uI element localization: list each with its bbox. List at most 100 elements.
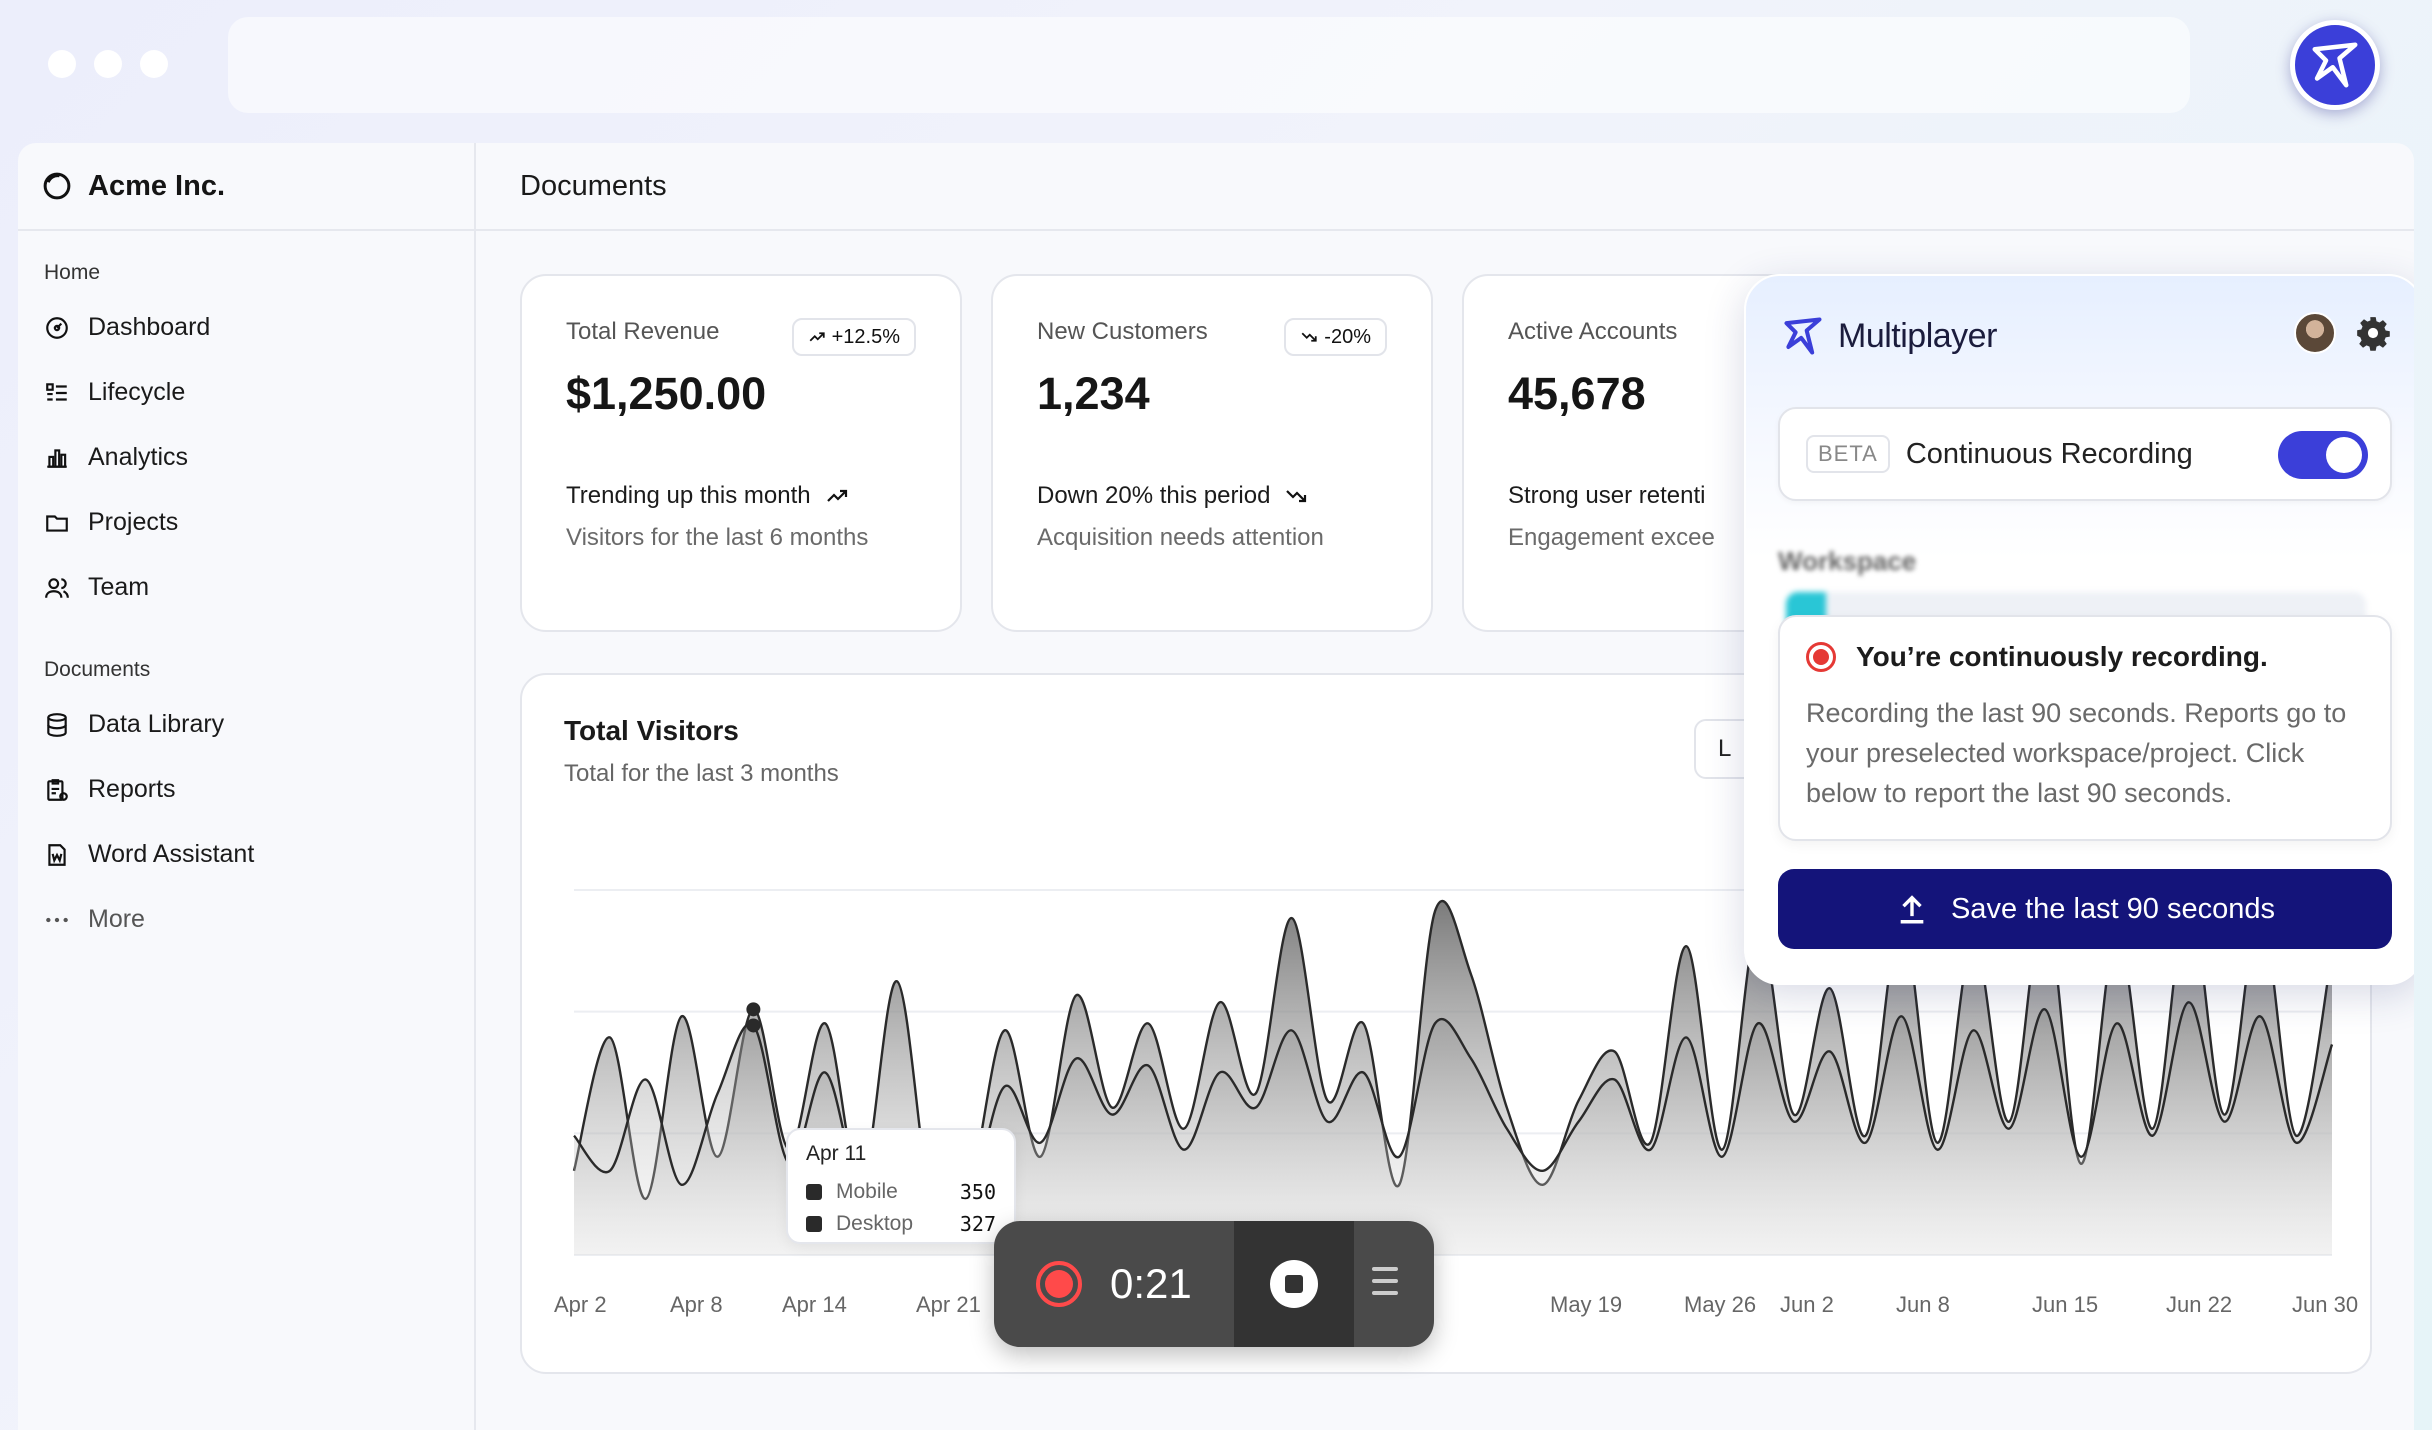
sidebar-item-label: Data Library bbox=[88, 710, 225, 738]
chart-tooltip: Apr 11 Mobile 350 Desktop 327 bbox=[786, 1128, 1016, 1244]
gear-icon[interactable] bbox=[2354, 314, 2392, 352]
tooltip-date: Apr 11 bbox=[806, 1142, 867, 1165]
recorder-menu-icon[interactable] bbox=[1372, 1267, 1398, 1303]
continuous-recording-label: Continuous Recording bbox=[1905, 437, 2193, 470]
stat-subtext: Engagement excee bbox=[1508, 524, 1715, 551]
stop-recording-button[interactable] bbox=[1234, 1221, 1354, 1347]
recording-notice: You’re continuously recording. Recording… bbox=[1778, 615, 2392, 841]
save-button-label: Save the last 90 seconds bbox=[1950, 892, 2276, 925]
trend-badge: -20% bbox=[1284, 318, 1387, 356]
sidebar-item-projects[interactable]: Projects bbox=[18, 490, 474, 555]
sidebar-item-data-library[interactable]: Data Library bbox=[18, 692, 474, 757]
window-controls bbox=[48, 50, 168, 78]
trend-down-icon bbox=[1286, 490, 1307, 503]
tooltip-series-value: 327 bbox=[959, 1212, 996, 1236]
multiplayer-extension-button[interactable] bbox=[2290, 20, 2380, 110]
sidebar-item-more[interactable]: More bbox=[18, 887, 474, 952]
workspace-brand[interactable]: Acme Inc. bbox=[18, 143, 474, 231]
report-icon bbox=[47, 778, 68, 801]
sidebar-item-lifecycle[interactable]: Lifecycle bbox=[18, 360, 474, 425]
continuous-recording-toggle[interactable] bbox=[2278, 431, 2368, 479]
notice-title-row: You’re continuously recording. bbox=[1806, 641, 2364, 673]
panel-brand-name: Multiplayer bbox=[1838, 316, 1997, 355]
sidebar-item-word-assistant[interactable]: Word Assistant bbox=[18, 822, 474, 887]
chart-subtitle: Total for the last 3 months bbox=[564, 760, 839, 787]
window-zoom-dot[interactable] bbox=[140, 50, 168, 78]
x-tick-label: Jun 30 bbox=[2292, 1292, 2358, 1317]
address-bar[interactable] bbox=[228, 17, 2190, 113]
section-label-home: Home bbox=[44, 261, 101, 284]
workspace-label: Workspace bbox=[1778, 546, 1917, 576]
trend-up-icon bbox=[809, 332, 825, 342]
tooltip-row-mobile: Mobile 350 bbox=[806, 1176, 996, 1208]
x-tick-label: Jun 8 bbox=[1896, 1292, 1950, 1317]
notice-title: You’re continuously recording. bbox=[1856, 641, 2268, 672]
x-tick-label: May 26 bbox=[1684, 1292, 1756, 1317]
stat-subtext: Acquisition needs attention bbox=[1037, 524, 1324, 551]
section-label-documents: Documents bbox=[44, 658, 151, 681]
hover-point-mobile bbox=[746, 1002, 761, 1017]
stat-trend-text: Strong user retenti bbox=[1508, 482, 1706, 509]
x-tick-label: Jun 15 bbox=[2032, 1292, 2098, 1317]
bar-chart-icon bbox=[47, 448, 67, 468]
stat-trend: Trending up this month bbox=[566, 482, 916, 510]
x-tick-label: May 19 bbox=[1550, 1292, 1622, 1317]
sidebar-item-label: More bbox=[88, 905, 145, 933]
tooltip-series-name: Desktop bbox=[836, 1212, 914, 1235]
user-avatar[interactable] bbox=[2294, 312, 2336, 354]
save-last-90-seconds-button[interactable]: Save the last 90 seconds bbox=[1778, 869, 2392, 949]
stat-trend: Strong user retenti bbox=[1508, 482, 1858, 510]
x-tick-label: Apr 2 bbox=[554, 1292, 607, 1317]
tooltip-series-name: Mobile bbox=[836, 1180, 898, 1203]
sidebar-item-team[interactable]: Team bbox=[18, 555, 474, 620]
trend-badge: +12.5% bbox=[791, 318, 916, 356]
window-minimize-dot[interactable] bbox=[94, 50, 122, 78]
multiplayer-star-icon bbox=[2312, 42, 2358, 88]
app-window: Acme Inc. Home Dashboard Lifecycle Analy… bbox=[18, 143, 2414, 1430]
multiplayer-panel: Multiplayer BETA Continuous Recording Wo… bbox=[1744, 274, 2414, 985]
stat-trend-text: Trending up this month bbox=[566, 482, 811, 509]
recording-indicator-icon bbox=[1036, 1261, 1082, 1307]
trend-badge-value: +12.5% bbox=[831, 325, 900, 348]
sidebar-item-reports[interactable]: Reports bbox=[18, 757, 474, 822]
sidebar-item-label: Dashboard bbox=[88, 313, 211, 341]
stat-label: New Customers bbox=[1037, 318, 1208, 345]
notice-body: Recording the last 90 seconds. Reports g… bbox=[1806, 698, 2347, 808]
series-swatch bbox=[806, 1216, 822, 1232]
brand-name: Acme Inc. bbox=[88, 169, 225, 202]
stat-card-customers: New Customers -20% 1,234 Down 20% this p… bbox=[991, 274, 1433, 632]
stat-card-revenue: Total Revenue +12.5% $1,250.00 Trending … bbox=[520, 274, 962, 632]
sidebar-item-dashboard[interactable]: Dashboard bbox=[18, 295, 474, 360]
tooltip-series-value: 350 bbox=[959, 1180, 996, 1204]
sidebar-item-analytics[interactable]: Analytics bbox=[18, 425, 474, 490]
sidebar-item-label: Team bbox=[88, 573, 150, 601]
users-icon bbox=[45, 577, 69, 598]
record-indicator-icon bbox=[1806, 642, 1836, 672]
window-close-dot[interactable] bbox=[48, 50, 76, 78]
trend-badge-value: -20% bbox=[1324, 325, 1371, 348]
stop-icon bbox=[1270, 1260, 1318, 1308]
hover-point-desktop bbox=[746, 1018, 761, 1033]
folder-icon bbox=[46, 514, 68, 532]
stat-label: Total Revenue bbox=[566, 318, 720, 345]
sidebar-item-label: Projects bbox=[88, 508, 179, 536]
screen-recorder-bar: 0:21 bbox=[994, 1221, 1434, 1347]
sidebar-item-label: Lifecycle bbox=[88, 378, 186, 406]
stat-trend: Down 20% this period bbox=[1037, 482, 1387, 510]
trend-up-icon bbox=[826, 489, 847, 502]
more-dots-icon bbox=[46, 917, 68, 922]
stat-trend-text: Down 20% this period bbox=[1037, 482, 1271, 509]
brand-logo-icon bbox=[43, 172, 71, 200]
x-tick-label: Apr 8 bbox=[670, 1292, 723, 1317]
stat-label: Active Accounts bbox=[1508, 318, 1678, 345]
stat-value: 45,678 bbox=[1508, 368, 1646, 419]
x-tick-label: Apr 21 bbox=[916, 1292, 981, 1317]
x-tick-label: Apr 14 bbox=[782, 1292, 847, 1317]
chart-title: Total Visitors bbox=[564, 715, 739, 746]
x-tick-label: Jun 22 bbox=[2166, 1292, 2232, 1317]
database-icon bbox=[47, 712, 67, 737]
stat-value: 1,234 bbox=[1037, 368, 1150, 419]
continuous-recording-row: BETA Continuous Recording bbox=[1778, 407, 2392, 501]
recording-timer: 0:21 bbox=[1110, 1260, 1192, 1307]
multiplayer-logo-icon bbox=[1784, 317, 1822, 355]
